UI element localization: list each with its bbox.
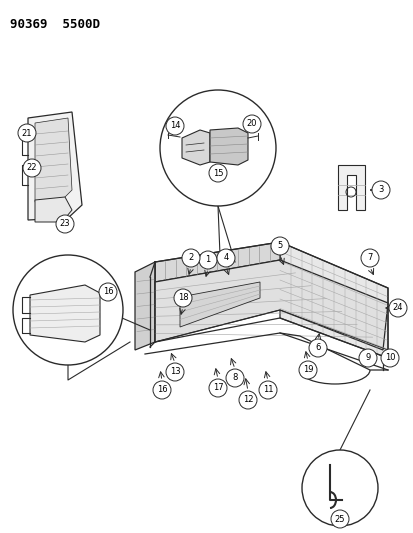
Circle shape: [380, 349, 398, 367]
Text: 21: 21: [22, 128, 32, 138]
Text: 9: 9: [365, 353, 370, 362]
Circle shape: [358, 349, 376, 367]
Polygon shape: [30, 285, 100, 342]
Text: 5: 5: [277, 241, 282, 251]
Circle shape: [18, 124, 36, 142]
Circle shape: [298, 361, 316, 379]
Circle shape: [182, 249, 199, 267]
Circle shape: [242, 115, 260, 133]
Text: 22: 22: [27, 164, 37, 173]
Circle shape: [23, 159, 41, 177]
Circle shape: [199, 251, 216, 269]
Text: 3: 3: [377, 185, 383, 195]
Circle shape: [99, 283, 117, 301]
Circle shape: [360, 249, 378, 267]
Polygon shape: [35, 197, 72, 222]
Text: 19: 19: [302, 366, 313, 375]
Text: 4: 4: [223, 254, 228, 262]
Text: 12: 12: [242, 395, 253, 405]
Text: 1: 1: [205, 255, 210, 264]
Text: 7: 7: [366, 254, 372, 262]
Circle shape: [388, 299, 406, 317]
Circle shape: [56, 215, 74, 233]
Text: 11: 11: [262, 385, 273, 394]
Polygon shape: [154, 260, 387, 350]
Circle shape: [259, 381, 276, 399]
Polygon shape: [182, 130, 209, 165]
Text: 25: 25: [334, 514, 344, 523]
Circle shape: [271, 237, 288, 255]
Polygon shape: [35, 118, 72, 202]
Circle shape: [209, 164, 226, 182]
Circle shape: [159, 90, 275, 206]
Text: 24: 24: [392, 303, 402, 312]
Text: 15: 15: [212, 168, 223, 177]
Text: 20: 20: [246, 119, 256, 128]
Polygon shape: [154, 242, 279, 282]
Text: 17: 17: [212, 384, 223, 392]
Text: 6: 6: [315, 343, 320, 352]
Text: 16: 16: [156, 385, 167, 394]
Text: 90369  5500D: 90369 5500D: [10, 18, 100, 31]
Text: 13: 13: [169, 367, 180, 376]
Circle shape: [209, 379, 226, 397]
Circle shape: [173, 289, 192, 307]
Circle shape: [238, 391, 256, 409]
Text: 14: 14: [169, 122, 180, 131]
Circle shape: [166, 363, 183, 381]
Polygon shape: [180, 282, 259, 327]
Circle shape: [166, 117, 183, 135]
Polygon shape: [209, 128, 247, 165]
Polygon shape: [28, 112, 82, 220]
Text: 8: 8: [232, 374, 237, 383]
Circle shape: [308, 339, 326, 357]
Polygon shape: [279, 242, 387, 358]
Circle shape: [153, 381, 171, 399]
Text: 2: 2: [188, 254, 193, 262]
Circle shape: [225, 369, 243, 387]
Text: 10: 10: [384, 353, 394, 362]
Text: 16: 16: [102, 287, 113, 296]
Text: 23: 23: [59, 220, 70, 229]
Circle shape: [13, 255, 123, 365]
Text: 18: 18: [177, 294, 188, 303]
Circle shape: [371, 181, 389, 199]
Circle shape: [301, 450, 377, 526]
Circle shape: [216, 249, 235, 267]
Polygon shape: [135, 262, 154, 350]
Polygon shape: [337, 165, 364, 210]
Circle shape: [330, 510, 348, 528]
